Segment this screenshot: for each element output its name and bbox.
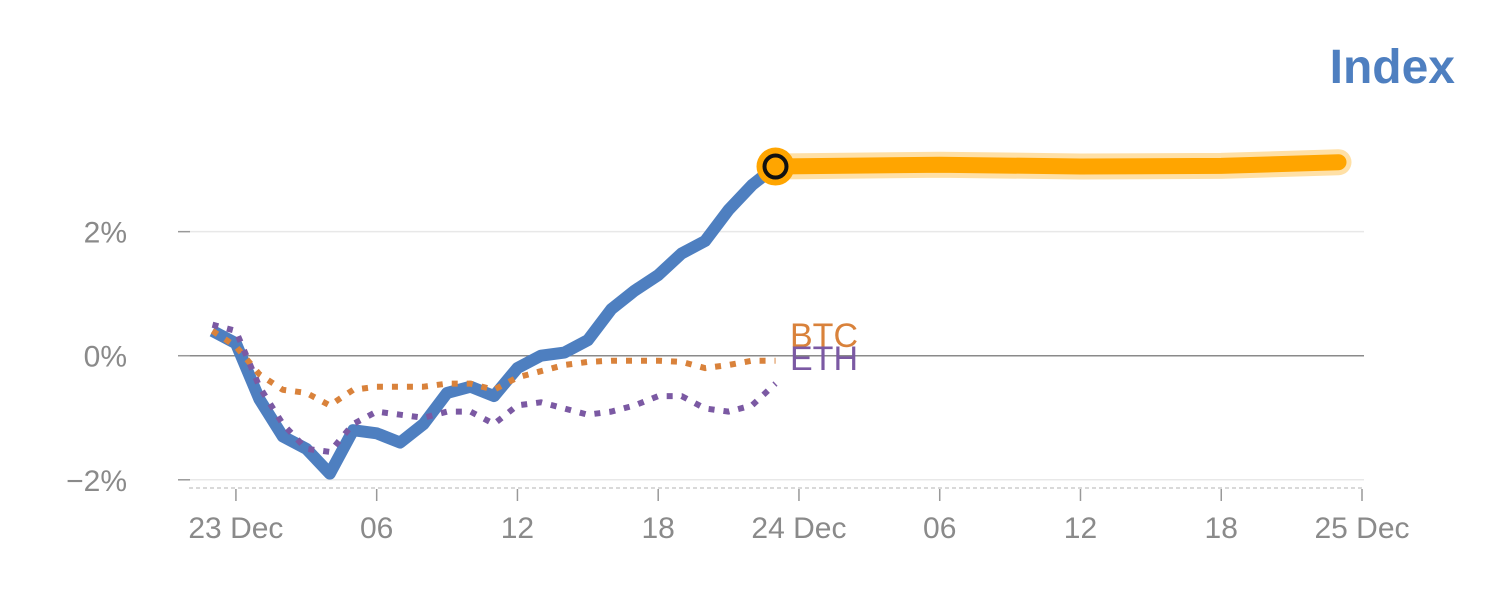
x-tick-label: 18 (642, 512, 675, 545)
x-tick-label: 18 (1205, 512, 1238, 545)
x-tick-label: 06 (923, 512, 956, 545)
x-tick-label: 12 (1064, 512, 1097, 545)
series-line-index (209, 161, 780, 480)
x-tick-label: 24 Dec (751, 512, 846, 545)
x-tick-label: 25 Dec (1314, 512, 1409, 545)
y-tick-label: −2% (66, 465, 127, 498)
series-line-eth (211, 321, 778, 455)
series-label-eth: ETH (790, 340, 858, 378)
x-tick-label: 06 (360, 512, 393, 545)
chart-title: Index (1330, 41, 1456, 94)
grid-layer (178, 230, 1364, 481)
axis-layer: 2% 0% −2% 23 Dec 06 12 18 24 Dec 06 12 18 25 Dec (66, 217, 1409, 545)
x-tick-label: 23 Dec (188, 512, 283, 545)
y-tick-label: 2% (84, 217, 127, 250)
series-line-projection (767, 154, 1347, 175)
y-tick-label: 0% (84, 341, 127, 374)
series-label-btc: BTC (790, 317, 858, 355)
x-tick-label: 12 (501, 512, 534, 545)
series-layer (209, 147, 1352, 480)
current-marker (762, 153, 789, 180)
